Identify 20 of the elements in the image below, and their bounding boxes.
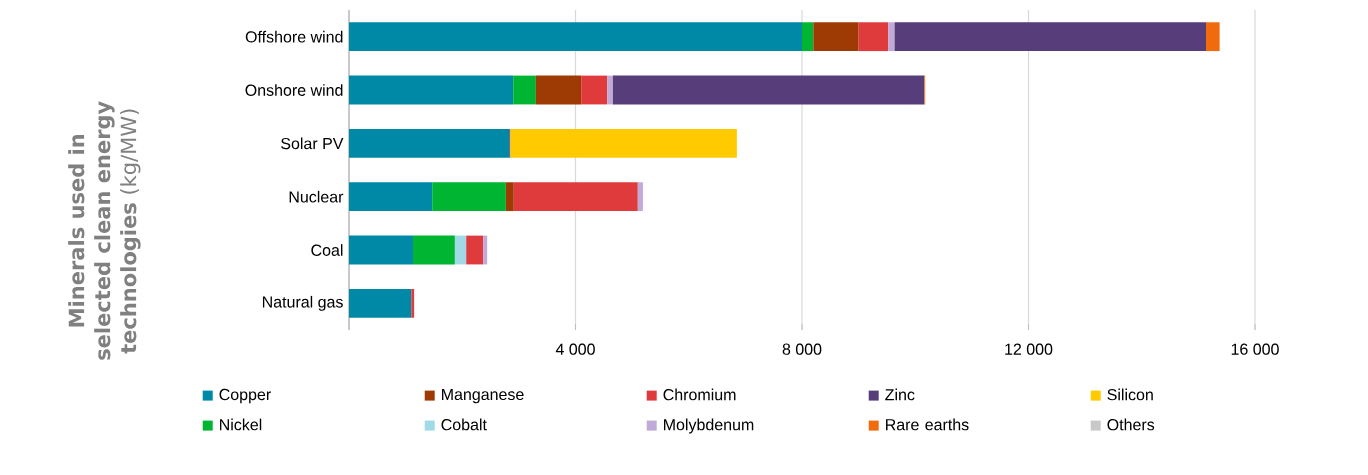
legend-label: Chromium	[663, 388, 736, 401]
y-tick-label: Onshore wind	[245, 84, 343, 96]
x-tick-label: 12 000	[1005, 343, 1053, 355]
legend-label: Cobalt	[441, 418, 487, 431]
y-tick-label: Nuclear	[289, 190, 344, 203]
legend-label: Nickel	[220, 418, 262, 431]
x-tick-label: 8 000	[782, 343, 822, 355]
legend-label: Manganese	[442, 388, 524, 404]
x-tick-label: 4 000	[555, 343, 595, 355]
y-tick-label: Natural gas	[262, 295, 343, 311]
legend-label: Zinc	[885, 388, 915, 401]
y-tick-label: Solar PV	[281, 137, 344, 150]
legend-label: Others	[1107, 418, 1155, 431]
legend-label: Molybdenum	[664, 418, 754, 434]
y-tick-label: Coal	[311, 244, 343, 256]
x-tick-label: 16 000	[1231, 343, 1279, 355]
legend-label: Copper	[219, 388, 271, 404]
legend-label: Rare earths	[886, 418, 969, 431]
y-tick-label: Offshore wind	[245, 30, 343, 43]
legend-label: Silicon	[1107, 388, 1153, 401]
